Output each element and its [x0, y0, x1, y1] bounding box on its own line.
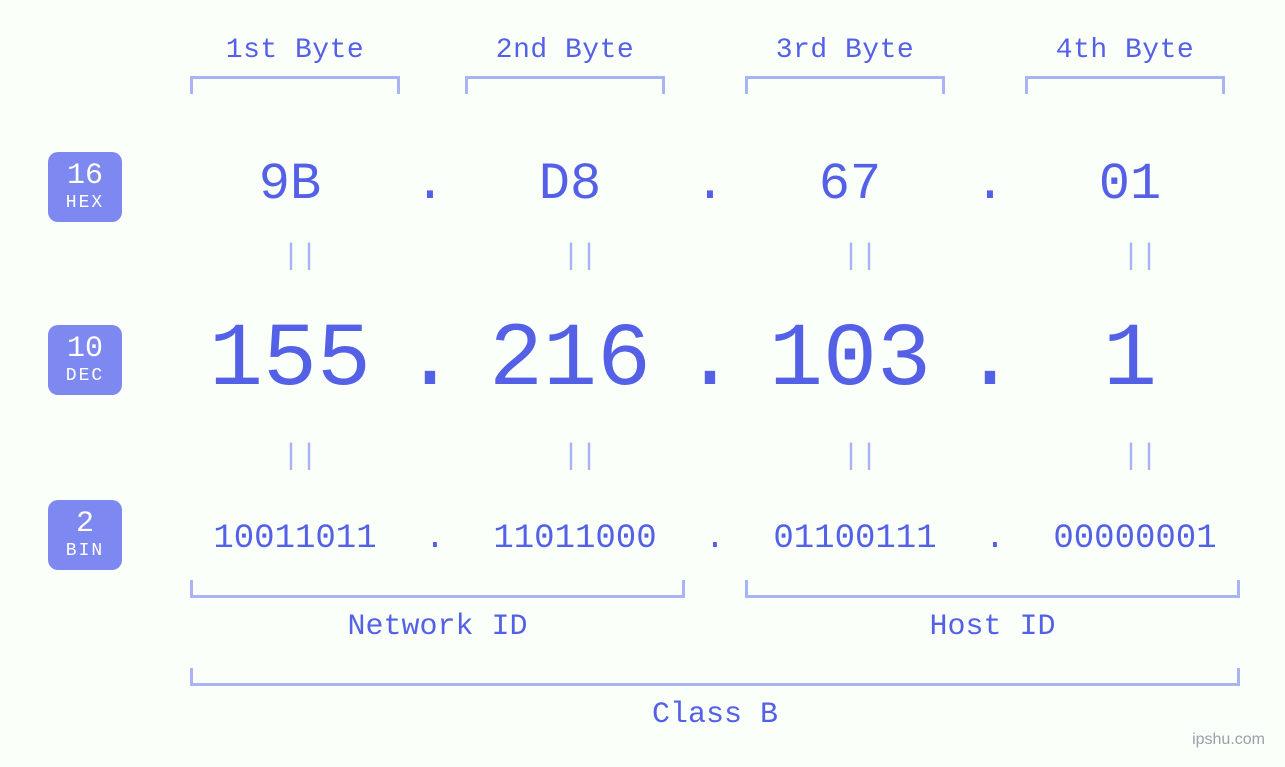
hex-dot-2: . [680, 155, 740, 214]
bracket-byte-2 [465, 76, 665, 94]
base-badge-hex: 16 HEX [48, 152, 122, 222]
dec-row: 155 . 216 . 103 . 1 [180, 310, 1240, 412]
bin-dot-1: . [410, 520, 460, 558]
byte-label-group-1: 1st Byte [190, 35, 400, 94]
dec-dot-3: . [960, 310, 1020, 412]
network-id-label: Network ID [190, 610, 685, 644]
bracket-byte-3 [745, 76, 945, 94]
dec-dot-2: . [680, 310, 740, 412]
byte-label-3: 3rd Byte [745, 35, 945, 66]
base-num-bin: 2 [48, 509, 122, 541]
bracket-class [190, 668, 1240, 686]
base-badge-dec: 10 DEC [48, 325, 122, 395]
base-num-dec: 10 [48, 334, 122, 366]
watermark: ipshu.com [1192, 731, 1265, 749]
bin-byte-1: 10011011 [180, 520, 410, 558]
eq-2-1: || [190, 440, 410, 474]
base-num-hex: 16 [48, 161, 122, 193]
bracket-byte-4 [1025, 76, 1225, 94]
network-id-group: Network ID [190, 580, 685, 644]
byte-label-1: 1st Byte [190, 35, 400, 66]
byte-labels-row: 1st Byte 2nd Byte 3rd Byte 4th Byte [190, 35, 1285, 94]
hex-byte-3: 67 [740, 155, 960, 214]
hex-byte-4: 01 [1020, 155, 1240, 214]
class-group: Class B [190, 668, 1240, 732]
dec-dot-1: . [400, 310, 460, 412]
dec-byte-2: 216 [460, 310, 680, 412]
hex-byte-1: 9B [180, 155, 400, 214]
dec-byte-3: 103 [740, 310, 960, 412]
eq-2-3: || [750, 440, 970, 474]
bin-byte-3: 01100111 [740, 520, 970, 558]
eq-1-2: || [470, 240, 690, 274]
bin-row: 10011011 . 11011000 . 01100111 . 0000000… [180, 520, 1250, 558]
base-txt-hex: HEX [48, 194, 122, 213]
byte-label-group-2: 2nd Byte [465, 35, 665, 94]
bin-dot-2: . [690, 520, 740, 558]
eq-2-4: || [1030, 440, 1250, 474]
host-id-label: Host ID [745, 610, 1240, 644]
base-badge-bin: 2 BIN [48, 500, 122, 570]
hex-dot-3: . [960, 155, 1020, 214]
eq-2-2: || [470, 440, 690, 474]
bracket-host-id [745, 580, 1240, 598]
eq-1-4: || [1030, 240, 1250, 274]
bracket-byte-1 [190, 76, 400, 94]
eq-row-2: || || || || [190, 440, 1250, 474]
host-id-group: Host ID [745, 580, 1240, 644]
dec-byte-1: 155 [180, 310, 400, 412]
hex-byte-2: D8 [460, 155, 680, 214]
eq-1-1: || [190, 240, 410, 274]
bin-dot-3: . [970, 520, 1020, 558]
eq-1-3: || [750, 240, 970, 274]
bin-byte-4: 00000001 [1020, 520, 1250, 558]
byte-label-group-4: 4th Byte [1025, 35, 1225, 94]
bracket-network-id [190, 580, 685, 598]
byte-label-2: 2nd Byte [465, 35, 665, 66]
eq-row-1: || || || || [190, 240, 1250, 274]
hex-dot-1: . [400, 155, 460, 214]
dec-byte-4: 1 [1020, 310, 1240, 412]
byte-label-4: 4th Byte [1025, 35, 1225, 66]
base-txt-bin: BIN [48, 542, 122, 561]
base-txt-dec: DEC [48, 367, 122, 386]
bin-byte-2: 11011000 [460, 520, 690, 558]
hex-row: 9B . D8 . 67 . 01 [180, 155, 1240, 214]
byte-label-group-3: 3rd Byte [745, 35, 945, 94]
class-label: Class B [190, 698, 1240, 732]
